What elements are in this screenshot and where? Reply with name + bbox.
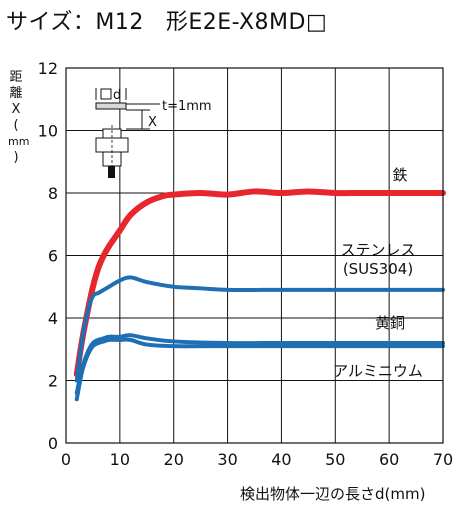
series-label: (SUS304) <box>343 260 413 278</box>
d-label: d <box>113 88 121 103</box>
y-tick-label: 10 <box>38 122 58 141</box>
plot-frame <box>65 67 444 444</box>
x-label: X <box>148 115 157 130</box>
y-axis-label: 距 離 X ( mm ) <box>8 70 29 166</box>
ylabel-char: 離 <box>9 86 23 101</box>
ylabel-char: X <box>11 102 21 117</box>
title-size: サイズ：M12 <box>6 10 144 35</box>
x-tick-label: 60 <box>379 450 399 469</box>
sensor-cable <box>108 166 115 178</box>
y-tick-label: 4 <box>48 309 58 328</box>
series-lines <box>73 188 446 402</box>
sensor-diagram: d t=1mm X <box>95 88 212 178</box>
series-label: アルミニウム <box>333 362 423 380</box>
y-tick-label: 8 <box>48 184 58 203</box>
y-tick-label: 2 <box>48 372 58 391</box>
title-model: 形E2E-X8MD□ <box>165 10 328 35</box>
series-line-0 <box>73 188 446 378</box>
x-tick-label: 10 <box>110 450 130 469</box>
square-symbol <box>100 88 112 100</box>
chart-title: サイズ：M12 形E2E-X8MD□ <box>6 4 327 36</box>
t-label: t=1mm <box>162 99 212 114</box>
x-tick-label: 70 <box>433 450 453 469</box>
y-tick-label: 6 <box>48 247 58 266</box>
y-tick-label: 0 <box>48 434 58 453</box>
x-tick-label: 30 <box>217 450 237 469</box>
x-tick-label: 20 <box>164 450 184 469</box>
ylabel-char: ( <box>13 118 19 133</box>
ylabel-char: 距 <box>9 70 23 85</box>
x-tick-label: 0 <box>61 450 71 469</box>
x-axis-label: 検出物体一辺の長さd(mm) <box>240 485 426 503</box>
x-tick-label: 40 <box>271 450 291 469</box>
series-label: 黄銅 <box>375 314 405 332</box>
ylabel-char: ) <box>13 150 19 165</box>
x-tick-label: 50 <box>325 450 345 469</box>
y-tick-label: 12 <box>38 59 58 78</box>
series-label: ステンレス <box>340 241 415 259</box>
target-plate <box>95 102 127 110</box>
series-line-3 <box>74 337 445 402</box>
sensor-nut <box>102 151 122 167</box>
series-label: 鉄 <box>392 166 407 184</box>
tick-labels: 0 10 20 30 40 50 60 70 0 2 4 6 8 10 12 <box>38 59 454 469</box>
series-line-1 <box>74 275 445 383</box>
